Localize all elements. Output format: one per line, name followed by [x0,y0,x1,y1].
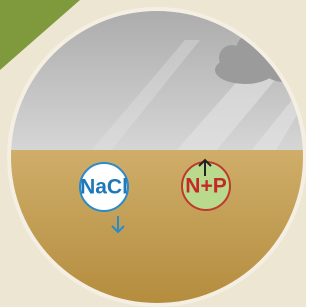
np-label: N+P [185,175,226,198]
nacl-label: NaCl [80,176,128,199]
illustration: NaCl N+P [0,0,306,307]
